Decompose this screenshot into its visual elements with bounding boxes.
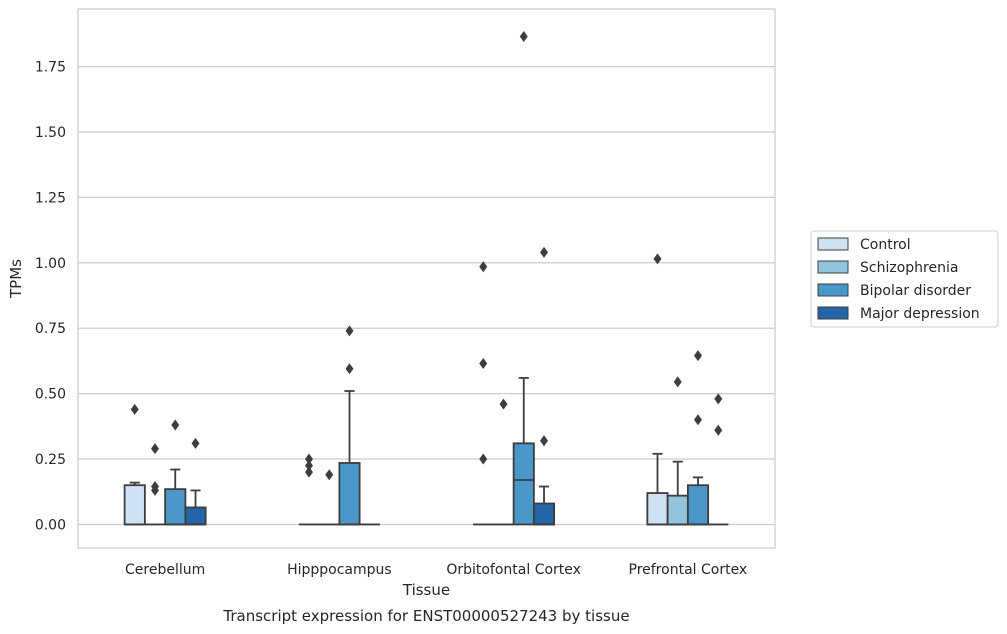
outlier-point — [479, 453, 488, 465]
outlier-point — [345, 325, 354, 337]
legend-swatch — [817, 260, 849, 274]
box-iqr — [666, 494, 689, 526]
x-tick-label: Cerebellum — [125, 562, 205, 578]
y-tick-label: 0.50 — [35, 387, 66, 403]
y-tick-label: 1.25 — [35, 190, 66, 206]
gridlines — [78, 65, 775, 526]
legend-frame — [810, 230, 999, 328]
box-iqr — [338, 462, 361, 526]
box-iqr — [512, 442, 535, 526]
legend-swatch — [817, 237, 849, 251]
x-tick-label: Prefrontal Cortex — [629, 562, 748, 578]
box-schizophrenia — [319, 469, 340, 526]
y-tick-label: 1.75 — [35, 60, 66, 76]
y-tick-label: 0.00 — [35, 517, 66, 533]
box-plot-marks — [123, 30, 729, 526]
box-control — [123, 403, 146, 526]
box-bipolar-disorder — [686, 350, 710, 526]
box-schizophrenia — [493, 398, 514, 526]
outlier-point — [653, 253, 662, 265]
box-schizophrenia — [666, 376, 689, 526]
box-bipolar-disorder — [338, 325, 361, 526]
outlier-point — [304, 453, 313, 465]
box-bipolar-disorder — [512, 30, 535, 526]
outlier-point — [540, 435, 549, 447]
box-control — [646, 253, 669, 526]
outlier-point — [150, 443, 159, 455]
y-tick-label: 1.00 — [35, 256, 66, 272]
legend-label: Major depression — [860, 306, 980, 322]
box-control — [473, 261, 494, 526]
x-tick-label: Orbitofontal Cortex — [446, 562, 581, 578]
legend-label: Control — [860, 237, 911, 253]
outlier-point — [304, 466, 313, 478]
outlier-point — [673, 376, 682, 388]
y-tick-label: 0.75 — [35, 321, 66, 337]
outlier-point — [479, 358, 488, 370]
outlier-point — [540, 246, 549, 258]
x-tick-label: Hipppocampus — [287, 562, 392, 578]
plot-frame — [77, 8, 776, 549]
outlier-point — [479, 261, 488, 273]
outlier-point — [325, 469, 334, 481]
legend: Control Schizophrenia Bipolar disorder Majo… — [810, 230, 999, 328]
box-iqr — [686, 484, 710, 526]
chart-caption: Transcript expression for ENST0000052724… — [222, 607, 629, 625]
box-bipolar-disorder — [164, 419, 187, 526]
outlier-point — [694, 350, 703, 362]
outlier-point — [191, 437, 200, 449]
legend-swatch — [817, 306, 849, 320]
box-iqr — [184, 506, 207, 526]
x-axis-ticks: Cerebellum Hipppocampus Orbitofontal Corte… — [125, 562, 747, 578]
box-iqr — [646, 492, 669, 526]
box-major-depression — [532, 246, 556, 526]
outlier-point — [130, 403, 139, 415]
outlier-point — [171, 419, 180, 431]
outlier-point — [304, 460, 313, 472]
x-axis-label: Tissue — [402, 581, 450, 599]
box-schizophrenia — [144, 443, 166, 526]
box-control — [298, 453, 320, 526]
outlier-point — [714, 424, 723, 436]
y-tick-label: 0.25 — [35, 452, 66, 468]
y-tick-label: 1.50 — [35, 125, 66, 141]
legend-label: Bipolar disorder — [860, 283, 971, 299]
outlier-point — [150, 481, 159, 493]
box-iqr — [123, 484, 146, 526]
box-iqr — [164, 488, 187, 526]
outlier-point — [499, 398, 508, 410]
box-iqr — [532, 502, 556, 526]
y-axis-ticks: 0.00 0.25 0.50 0.75 1.00 1.25 1.50 1.75 — [35, 60, 66, 534]
outlier-point — [345, 363, 354, 375]
outlier-point — [519, 30, 528, 42]
legend-label: Schizophrenia — [860, 260, 958, 276]
y-axis-label: TPMs — [7, 259, 25, 299]
box-major-depression — [184, 437, 207, 526]
outlier-point — [714, 393, 723, 405]
outlier-point — [694, 414, 703, 426]
legend-swatch — [817, 283, 849, 297]
box-major-depression — [708, 393, 729, 526]
